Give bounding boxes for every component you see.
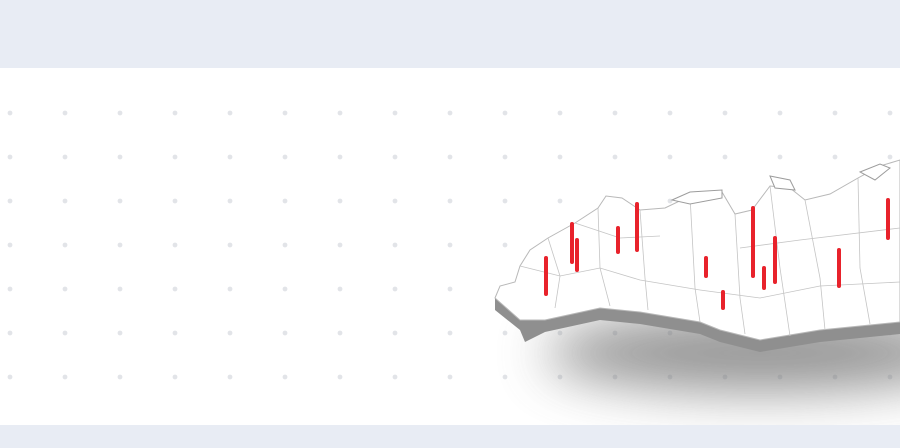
grid-dot — [227, 110, 233, 116]
grid-dot — [557, 374, 563, 380]
map-panel — [0, 68, 900, 425]
grid-dot — [392, 286, 398, 292]
grid-dot — [117, 374, 123, 380]
grid-dot — [227, 286, 233, 292]
grid-dot — [282, 330, 288, 336]
grid-dot — [502, 110, 508, 116]
grid-dot — [7, 110, 13, 116]
grid-dot — [7, 198, 13, 204]
grid-dot — [612, 154, 618, 160]
grid-dot — [7, 286, 13, 292]
grid-dot — [777, 110, 783, 116]
grid-dot — [447, 110, 453, 116]
arctic-island — [670, 189, 723, 205]
map-markers — [544, 198, 890, 310]
grid-dot — [612, 110, 618, 116]
grid-dot — [282, 242, 288, 248]
grid-dot — [887, 154, 893, 160]
grid-dot — [722, 110, 728, 116]
grid-dot — [227, 154, 233, 160]
grid-dot — [172, 330, 178, 336]
grid-dot — [502, 242, 508, 248]
grid-dot — [117, 110, 123, 116]
grid-dot — [172, 110, 178, 116]
grid-dot — [337, 154, 343, 160]
grid-dot — [172, 198, 178, 204]
grid-dot — [282, 374, 288, 380]
grid-dot — [172, 374, 178, 380]
grid-dot — [62, 198, 68, 204]
grid-dot — [117, 242, 123, 248]
grid-dot — [392, 198, 398, 204]
grid-dot — [62, 242, 68, 248]
grid-dot — [7, 330, 13, 336]
grid-dot — [62, 330, 68, 336]
grid-dot — [227, 242, 233, 248]
arctic-island — [769, 175, 796, 191]
grid-dot — [447, 286, 453, 292]
grid-dot — [7, 374, 13, 380]
grid-dot — [667, 154, 673, 160]
grid-dot — [117, 330, 123, 336]
grid-dot — [447, 374, 453, 380]
grid-dot — [777, 154, 783, 160]
grid-dot — [337, 110, 343, 116]
grid-dot — [62, 286, 68, 292]
grid-dot — [282, 154, 288, 160]
grid-dot — [557, 198, 563, 204]
grid-dot — [502, 154, 508, 160]
grid-dot — [557, 110, 563, 116]
grid-dot — [447, 198, 453, 204]
grid-dot — [62, 374, 68, 380]
grid-dot — [7, 242, 13, 248]
top-band — [0, 0, 900, 68]
grid-dot — [117, 286, 123, 292]
bottom-band — [0, 425, 900, 448]
grid-dot — [392, 154, 398, 160]
grid-dot — [282, 198, 288, 204]
grid-dot — [172, 286, 178, 292]
grid-dot — [172, 154, 178, 160]
russia-map — [494, 159, 900, 352]
grid-dot — [227, 330, 233, 336]
grid-dot — [392, 330, 398, 336]
grid-dot — [667, 110, 673, 116]
grid-dot — [722, 154, 728, 160]
grid-dot — [337, 286, 343, 292]
grid-dot — [392, 374, 398, 380]
grid-dot — [447, 330, 453, 336]
grid-dot — [227, 374, 233, 380]
grid-dot — [502, 374, 508, 380]
grid-dot — [282, 286, 288, 292]
grid-dot — [502, 198, 508, 204]
grid-dot — [337, 242, 343, 248]
grid-dot — [62, 110, 68, 116]
grid-dot — [337, 198, 343, 204]
map-illustration — [7, 110, 900, 391]
grid-dot — [337, 330, 343, 336]
grid-dot — [172, 242, 178, 248]
grid-dot — [62, 154, 68, 160]
grid-dot — [832, 154, 838, 160]
map-extrusion — [495, 298, 900, 352]
grid-dot — [557, 154, 563, 160]
grid-dot — [282, 110, 288, 116]
grid-dot — [392, 242, 398, 248]
arctic-island — [858, 163, 891, 181]
grid-dot — [337, 374, 343, 380]
grid-dot — [7, 154, 13, 160]
grid-dot — [502, 330, 508, 336]
grid-dot — [227, 198, 233, 204]
grid-dot — [887, 110, 893, 116]
grid-dot — [667, 198, 673, 204]
grid-dot — [447, 154, 453, 160]
grid-dot — [447, 242, 453, 248]
grid-dot — [832, 110, 838, 116]
grid-dot — [117, 198, 123, 204]
grid-dot — [557, 330, 563, 336]
grid-dot — [117, 154, 123, 160]
grid-dot — [392, 110, 398, 116]
